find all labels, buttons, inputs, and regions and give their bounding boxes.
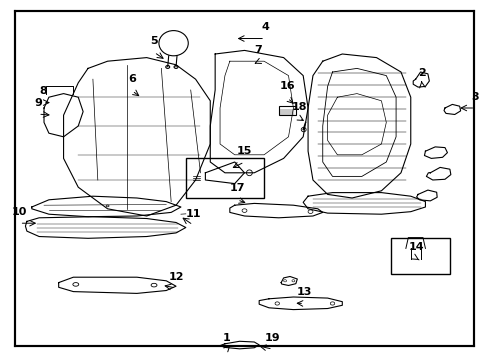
Text: 5: 5 xyxy=(150,36,158,46)
Text: 11: 11 xyxy=(185,208,201,219)
Text: 19: 19 xyxy=(264,333,280,343)
Text: 15: 15 xyxy=(236,145,252,156)
Text: 10: 10 xyxy=(12,207,27,217)
Text: 18: 18 xyxy=(291,102,306,112)
Text: 7: 7 xyxy=(254,45,262,55)
Text: 8: 8 xyxy=(39,86,47,96)
Text: 9: 9 xyxy=(34,98,42,108)
Text: 2: 2 xyxy=(417,68,425,78)
Text: 17: 17 xyxy=(229,183,244,193)
Text: 6: 6 xyxy=(128,74,136,84)
Bar xyxy=(390,238,449,274)
Text: 1: 1 xyxy=(222,333,230,343)
Text: 14: 14 xyxy=(408,242,424,252)
Text: 12: 12 xyxy=(168,271,183,282)
Text: 13: 13 xyxy=(296,287,311,297)
Bar xyxy=(278,106,295,115)
Text: 4: 4 xyxy=(261,22,268,32)
Text: 3: 3 xyxy=(470,91,478,102)
Text: 16: 16 xyxy=(279,81,295,91)
Bar xyxy=(185,158,264,198)
